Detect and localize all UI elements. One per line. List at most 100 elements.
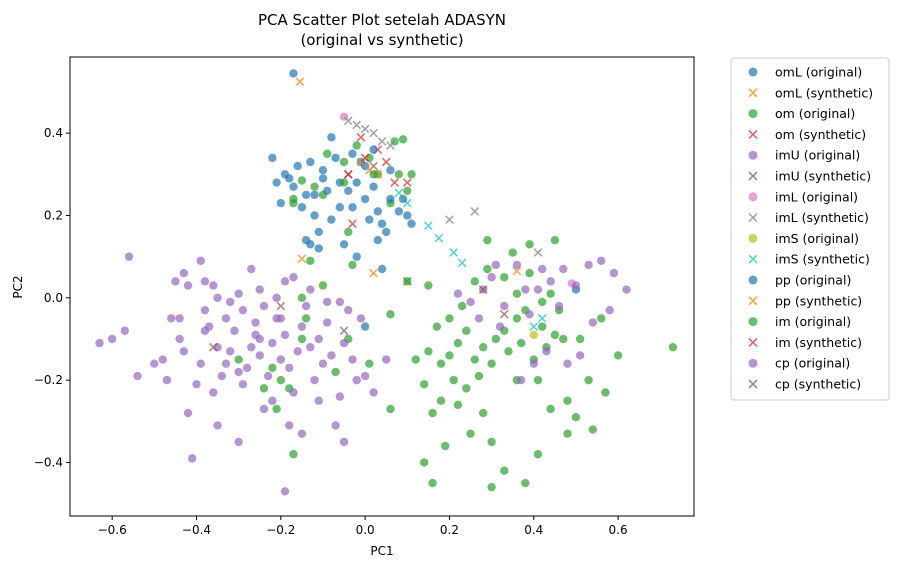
- data-point-im-original-: [386, 404, 395, 414]
- data-point-pp-original-: [360, 194, 370, 204]
- y-tick-label: 0.4: [44, 126, 63, 140]
- data-point-im-original-: [487, 359, 496, 368]
- data-point-cp-original-: [369, 388, 378, 397]
- legend: omL (original) omL (synthetic) om (origina…: [730, 57, 890, 401]
- data-point-im-synthetic-: [402, 178, 412, 187]
- data-point-pp-original-: [373, 235, 382, 245]
- data-point-pp-original-: [398, 194, 408, 204]
- data-point-im-original-: [491, 334, 501, 344]
- data-point-om-original-: [297, 176, 307, 185]
- scatter-points: [95, 69, 678, 496]
- data-point-im-original-: [546, 404, 555, 414]
- legend-marker: [748, 337, 758, 347]
- plot-frame: [69, 56, 695, 517]
- data-point-im-original-: [466, 429, 475, 438]
- data-point-pp-original-: [318, 174, 328, 183]
- data-point-cp-original-: [255, 285, 264, 294]
- chart-title: PCA Scatter Plot setelah ADASYN: [258, 11, 506, 29]
- legend-marker: [748, 129, 758, 139]
- data-point-im-original-: [512, 289, 522, 298]
- legend-marker: [748, 379, 758, 389]
- x-tick-label: 0.6: [609, 523, 628, 537]
- data-point-cp-original-: [247, 343, 256, 352]
- data-point-im-original-: [508, 248, 517, 257]
- legend-marker: [748, 213, 758, 223]
- legend-marker: [748, 233, 758, 243]
- data-point-om-original-: [394, 170, 404, 179]
- data-point-ims-synthetic-: [449, 248, 459, 257]
- data-point-im-original-: [449, 375, 458, 385]
- data-point-cp-original-: [234, 367, 243, 377]
- data-point-im-original-: [470, 277, 479, 286]
- data-point-cp-original-: [339, 437, 349, 447]
- data-point-pp-original-: [403, 211, 412, 220]
- data-point-pp-original-: [339, 240, 349, 249]
- data-point-im-original-: [470, 355, 479, 364]
- data-point-pp-original-: [327, 215, 336, 224]
- data-point-im-original-: [297, 334, 307, 344]
- data-point-im-original-: [550, 330, 560, 340]
- data-point-cp-original-: [221, 359, 231, 368]
- data-point-oml-original-: [289, 69, 298, 78]
- data-point-cp-original-: [306, 285, 315, 294]
- legend-label: omL (original): [775, 65, 862, 80]
- y-tick-label: 0.0: [44, 291, 63, 305]
- data-point-im-original-: [504, 347, 513, 356]
- data-point-im-original-: [339, 178, 349, 187]
- data-point-cp-original-: [268, 396, 277, 405]
- data-point-iml-synthetic-: [533, 248, 543, 257]
- data-point-cp-original-: [162, 375, 172, 385]
- data-point-pp-original-: [314, 244, 323, 253]
- data-point-ims-synthetic-: [537, 314, 547, 323]
- data-point-im-original-: [272, 404, 281, 414]
- data-point-cp-original-: [238, 380, 248, 389]
- data-point-cp-original-: [242, 363, 252, 373]
- legend-marker: [748, 67, 758, 77]
- data-point-im-original-: [550, 235, 560, 245]
- data-point-cp-original-: [533, 285, 543, 294]
- data-point-cp-original-: [272, 293, 281, 303]
- data-point-im-original-: [436, 396, 446, 405]
- data-point-im-original-: [331, 367, 340, 377]
- data-point-cp-original-: [360, 371, 370, 381]
- legend-marker: [748, 171, 758, 181]
- data-point-pp-original-: [377, 264, 387, 274]
- data-point-cp-original-: [538, 264, 547, 274]
- data-point-imu-original-: [171, 277, 180, 286]
- data-point-cp-original-: [209, 281, 218, 290]
- data-point-cp-original-: [571, 281, 581, 290]
- data-point-cp-original-: [95, 338, 104, 348]
- data-point-pp-original-: [335, 203, 345, 212]
- data-point-cp-original-: [293, 347, 302, 356]
- data-point-im-original-: [436, 359, 446, 368]
- data-point-cp-original-: [251, 318, 260, 327]
- data-point-im-original-: [478, 343, 488, 352]
- data-point-cp-original-: [382, 355, 391, 364]
- x-axis: −0.6 −0.4 −0.2 0.0 0.2 0.4 0.6: [98, 516, 628, 537]
- legend-marker: [748, 358, 758, 368]
- data-point-im-original-: [563, 429, 572, 438]
- data-point-pp-original-: [331, 153, 340, 163]
- data-point-pp-synthetic-: [512, 266, 522, 276]
- legend-marker: [748, 109, 758, 119]
- data-point-cp-original-: [605, 305, 614, 315]
- data-point-im-original-: [457, 301, 467, 311]
- data-point-cp-original-: [226, 347, 235, 356]
- data-point-pp-original-: [382, 227, 391, 237]
- data-point-im-original-: [369, 170, 378, 179]
- data-point-cp-original-: [120, 326, 130, 335]
- data-point-cp-original-: [247, 264, 256, 274]
- data-point-im-original-: [348, 260, 357, 270]
- data-point-iml-synthetic-: [343, 116, 353, 126]
- data-point-im-original-: [563, 396, 572, 405]
- legend-label: imU (synthetic): [775, 169, 871, 184]
- data-point-pp-original-: [297, 203, 307, 212]
- data-point-cp-original-: [280, 487, 290, 496]
- data-point-im-original-: [478, 408, 488, 418]
- data-point-im-original-: [445, 314, 454, 323]
- x-tick-label: 0.0: [356, 523, 375, 537]
- data-point-iml-synthetic-: [377, 137, 387, 146]
- data-point-cp-original-: [335, 297, 345, 307]
- legend-label: im (synthetic): [775, 335, 862, 350]
- data-point-im-original-: [306, 256, 315, 265]
